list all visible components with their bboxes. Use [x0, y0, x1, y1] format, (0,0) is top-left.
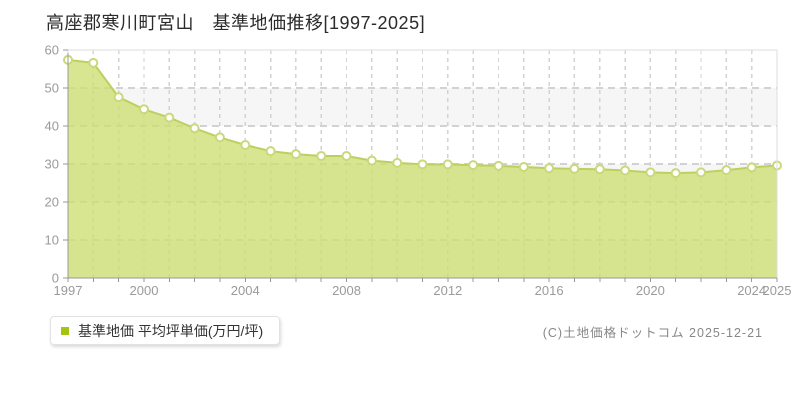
x-tick-label: 2000 — [130, 283, 159, 298]
y-tick-label: 0 — [52, 271, 59, 286]
data-point — [265, 146, 276, 157]
data-point — [290, 149, 301, 160]
data-point — [392, 157, 403, 168]
x-tick-label: 2025 — [763, 283, 792, 298]
data-point — [240, 140, 251, 150]
x-tick-label: 2020 — [636, 283, 665, 298]
x-tick-label: 2024 — [737, 283, 766, 298]
data-point — [493, 160, 504, 171]
data-point — [645, 167, 656, 178]
y-tick-label: 30 — [45, 157, 59, 172]
y-axis-labels: 0 10 20 30 40 50 60 — [45, 43, 59, 286]
data-point — [468, 160, 479, 171]
data-point — [88, 57, 99, 68]
data-point — [366, 155, 377, 166]
price-chart: 0 10 20 30 40 50 60 1997 2000 2004 2008 2012 2016 202… — [45, 43, 792, 299]
y-tick-label: 50 — [45, 81, 59, 96]
legend: 基準地価 平均坪単価(万円/坪) — [50, 316, 281, 345]
data-point — [696, 167, 706, 178]
data-point — [417, 159, 428, 170]
data-point — [594, 164, 605, 175]
page-title: 高座郡寒川町宮山 基準地価推移[1997-2025] — [46, 13, 426, 33]
y-tick-label: 10 — [45, 233, 59, 248]
data-point — [189, 123, 200, 134]
data-point — [518, 162, 529, 172]
data-point — [113, 92, 124, 103]
x-tick-label: 2012 — [433, 283, 462, 298]
x-tick-label: 2016 — [535, 283, 564, 298]
x-tick-label: 1997 — [54, 283, 83, 298]
data-point — [544, 163, 555, 174]
y-tick-label: 60 — [45, 43, 59, 58]
data-point — [746, 162, 757, 173]
data-point — [721, 165, 732, 176]
data-point — [164, 112, 175, 123]
data-point — [316, 151, 327, 161]
axis-ticks — [63, 49, 778, 282]
legend-label: 基準地価 平均坪単価(万円/坪) — [78, 322, 264, 339]
data-points — [63, 54, 782, 179]
x-tick-label: 2008 — [332, 283, 361, 298]
data-point — [214, 132, 225, 143]
copyright-credit: (C)土地価格ドットコム 2025-12-21 — [542, 326, 763, 340]
data-point — [442, 159, 453, 170]
x-tick-label: 2004 — [231, 283, 260, 298]
data-point — [670, 168, 681, 179]
data-point — [620, 165, 631, 176]
legend-series-marker-icon — [61, 326, 69, 335]
y-tick-label: 40 — [45, 119, 59, 134]
data-point — [569, 163, 580, 174]
y-tick-label: 20 — [45, 195, 59, 210]
data-point — [341, 151, 352, 161]
data-point — [139, 104, 149, 115]
